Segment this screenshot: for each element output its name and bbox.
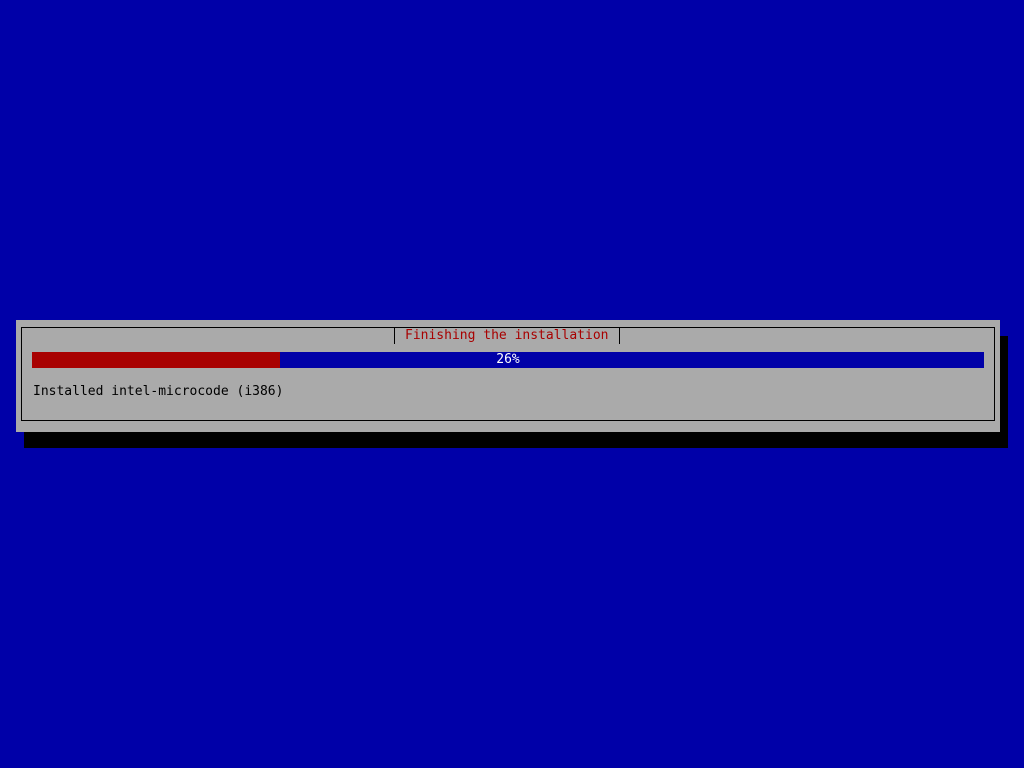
progress-dialog: Finishing the installation 26% Installed… <box>16 320 1000 432</box>
dialog-title: Finishing the installation <box>394 328 620 344</box>
dialog-frame: Finishing the installation <box>21 327 995 421</box>
progress-bar-fill <box>32 352 280 368</box>
progress-bar: 26% <box>32 352 984 368</box>
status-text: Installed intel-microcode (i386) <box>33 384 284 399</box>
progress-percent: 26% <box>496 352 520 367</box>
